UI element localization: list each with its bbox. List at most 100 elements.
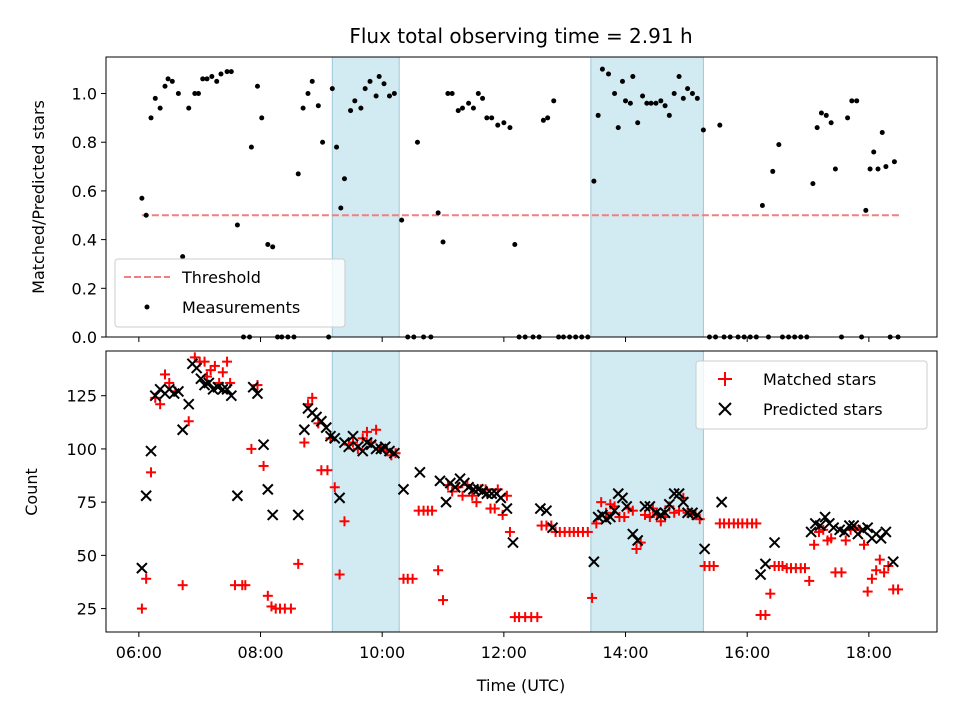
measurement-point bbox=[204, 76, 210, 82]
matched-star-point bbox=[708, 561, 719, 572]
matched-star-point bbox=[866, 573, 877, 584]
measurement-point bbox=[867, 166, 873, 172]
predicted-star-point bbox=[805, 526, 817, 538]
measurement-point bbox=[640, 93, 646, 99]
predicted-star-point bbox=[759, 558, 772, 570]
predicted-marker-b bbox=[668, 487, 680, 500]
matched-star-point bbox=[183, 416, 194, 427]
top-legend: Threshold Measurements bbox=[114, 258, 346, 328]
predicted-marker-b bbox=[833, 524, 846, 536]
predicted-star-point bbox=[347, 430, 359, 442]
predicted-star-point bbox=[231, 490, 244, 502]
predicted-marker-b bbox=[343, 441, 355, 453]
measurement-point bbox=[362, 86, 368, 92]
matched-star-point bbox=[322, 465, 333, 476]
matched-star-point bbox=[361, 426, 372, 437]
measurement-point bbox=[200, 76, 206, 82]
matched-star-point bbox=[199, 356, 210, 367]
measurement-point bbox=[849, 98, 855, 104]
predicted-marker-b bbox=[673, 487, 685, 500]
measurement-point bbox=[689, 91, 695, 97]
predicted-star-point bbox=[691, 509, 704, 521]
predicted-marker-b bbox=[827, 521, 840, 534]
measurement-point bbox=[818, 110, 824, 116]
top-y-tick-label: 0.6 bbox=[72, 182, 97, 201]
matched-star-point bbox=[765, 588, 776, 599]
predicted-marker-b bbox=[875, 532, 887, 545]
predicted-marker-b bbox=[251, 387, 264, 400]
matched-star-point bbox=[262, 590, 273, 601]
matched-star-point bbox=[582, 526, 593, 537]
predicted-star-point bbox=[298, 424, 311, 436]
predicted-star-point bbox=[414, 466, 426, 479]
predicted-star-point bbox=[627, 528, 639, 540]
measurement-point bbox=[627, 100, 633, 106]
measurement-point bbox=[459, 105, 465, 111]
measurement-point bbox=[175, 91, 181, 97]
predicted-marker-b bbox=[495, 492, 507, 504]
matched-star-point bbox=[587, 592, 598, 603]
matched-star-point bbox=[809, 539, 820, 550]
measurement-point bbox=[466, 100, 472, 106]
matched-star-point bbox=[871, 565, 882, 576]
measurement-point bbox=[157, 105, 163, 111]
bottom-x-ticks: 06:00 08:00 10:00 12:00 14:00 16:00 18:00 bbox=[116, 632, 892, 662]
measurement-point bbox=[295, 171, 301, 177]
predicted-marker-b bbox=[627, 528, 639, 540]
top-y-ticks: 0.0 0.2 0.4 0.6 0.8 1.0 bbox=[72, 85, 106, 347]
measurement-point bbox=[759, 203, 765, 209]
measurement-point bbox=[810, 181, 816, 187]
predicted-star-point bbox=[754, 568, 767, 581]
measurement-point bbox=[165, 76, 171, 82]
measurement-point bbox=[501, 120, 507, 126]
predicted-marker-b bbox=[588, 556, 600, 568]
measurement-point bbox=[352, 98, 358, 104]
measurement-point bbox=[653, 100, 659, 106]
predicted-star-point bbox=[639, 500, 651, 513]
measurement-point bbox=[218, 71, 224, 77]
predicted-marker-b bbox=[481, 487, 493, 500]
predicted-marker-b bbox=[608, 504, 621, 517]
predicted-star-point bbox=[357, 445, 369, 457]
matched-star-point bbox=[893, 584, 904, 595]
measurement-point bbox=[595, 112, 601, 118]
measurement-point bbox=[320, 139, 326, 145]
predicted-star-point bbox=[292, 509, 304, 521]
measurement-point bbox=[386, 93, 392, 99]
predicted-marker-b bbox=[616, 492, 629, 504]
predicted-star-point bbox=[247, 381, 259, 393]
measurement-point bbox=[619, 78, 625, 84]
matched-star-point bbox=[751, 518, 762, 529]
predicted-marker-b bbox=[383, 445, 396, 457]
legend-predicted-swatch bbox=[718, 402, 732, 416]
bottom-y-axis-label: Count bbox=[22, 468, 41, 516]
top-legend-box bbox=[114, 258, 346, 328]
predicted-star-point bbox=[329, 432, 341, 444]
measurement-point bbox=[875, 166, 881, 172]
bottom-x-tick-label: 18:00 bbox=[846, 643, 892, 662]
measurement-point bbox=[381, 81, 387, 87]
predicted-marker-b bbox=[462, 481, 475, 493]
predicted-star-point bbox=[140, 490, 152, 502]
predicted-star-point bbox=[257, 438, 270, 451]
measurement-point bbox=[315, 103, 321, 109]
matched-star-point bbox=[217, 367, 228, 378]
measurement-point bbox=[391, 91, 397, 97]
matched-star-point bbox=[293, 558, 304, 569]
predicted-star-point bbox=[370, 443, 382, 455]
predicted-star-point bbox=[698, 543, 711, 555]
predicted-star-point bbox=[190, 362, 203, 374]
predicted-star-point bbox=[266, 509, 279, 521]
predicted-star-point bbox=[534, 502, 547, 515]
measurement-point bbox=[254, 83, 260, 89]
measurement-point bbox=[630, 73, 636, 79]
measurement-point bbox=[475, 91, 481, 97]
predicted-marker-b bbox=[231, 490, 244, 502]
predicted-star-point bbox=[145, 445, 157, 457]
predicted-marker-b bbox=[440, 496, 452, 508]
measurement-point bbox=[599, 66, 605, 72]
predicted-star-point bbox=[251, 387, 264, 400]
predicted-marker-b bbox=[333, 492, 346, 504]
measurement-point bbox=[551, 98, 557, 104]
